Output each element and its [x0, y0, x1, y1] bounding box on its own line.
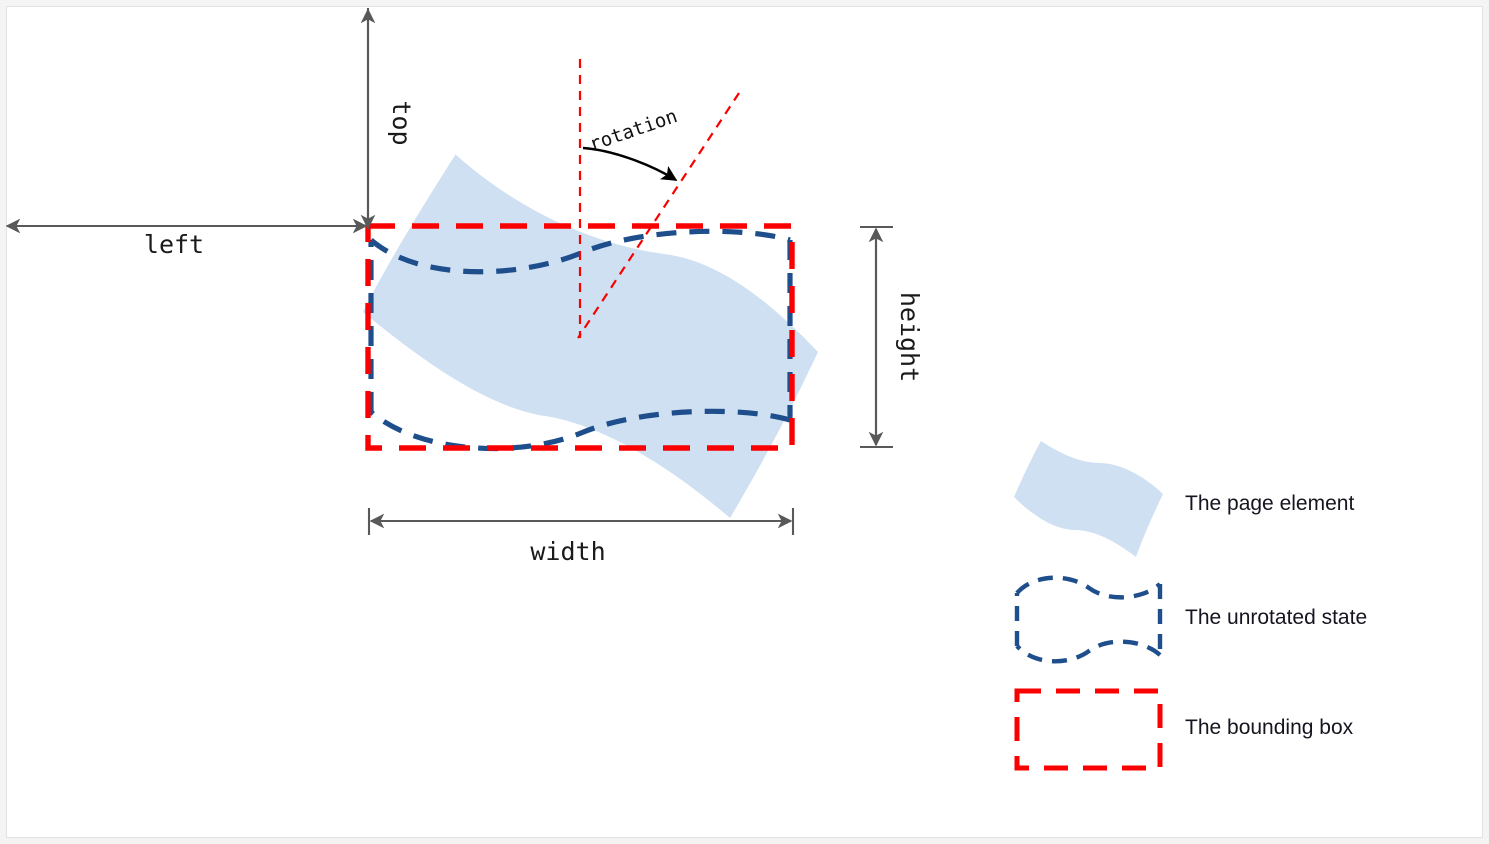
rotation-arc-arrow [582, 146, 678, 182]
left-dimension: left [5, 218, 368, 259]
unrotated-state-swatch [1014, 575, 1163, 664]
width-label: width [530, 537, 605, 566]
top-dimension: top [360, 8, 416, 230]
legend-item-unrotated-state: The unrotated state [1014, 575, 1367, 664]
page-element-shape [363, 154, 818, 518]
bounding-box-swatch [1014, 688, 1163, 771]
top-label: top [387, 100, 416, 145]
rotation-axis-line [577, 92, 740, 339]
legend-item-page-element: The page element [1014, 441, 1354, 557]
page-element-swatch [1014, 441, 1163, 557]
width-dimension: width [367, 508, 795, 566]
height-dimension: height [860, 225, 924, 449]
height-label: height [895, 292, 924, 382]
legend-label-bounding-box: The bounding box [1185, 716, 1354, 739]
legend-label-page-element: The page element [1185, 492, 1354, 515]
legend: The page element The unrotated state The… [1014, 441, 1367, 771]
legend-label-unrotated-state: The unrotated state [1185, 606, 1367, 629]
bounding-box-shape [365, 223, 795, 451]
legend-item-bounding-box: The bounding box [1014, 688, 1354, 771]
rotation-label: rotation [586, 105, 680, 156]
left-label: left [144, 230, 204, 259]
